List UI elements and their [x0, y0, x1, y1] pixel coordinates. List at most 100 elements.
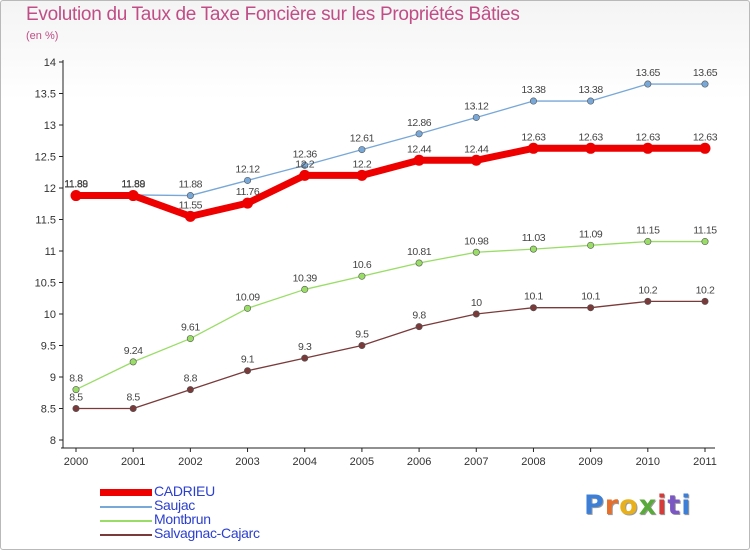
- point-salvagnac-cajarc: [358, 341, 366, 349]
- data-label: 10.1: [524, 291, 543, 303]
- data-label: 9.24: [124, 345, 143, 357]
- logo-letter: o: [619, 490, 639, 521]
- point-saujac: [529, 97, 537, 105]
- data-label: 8.5: [126, 392, 140, 404]
- y-tick-label: 12: [44, 183, 56, 195]
- data-label: 13.38: [521, 84, 546, 96]
- data-label: 11.03: [522, 232, 546, 244]
- x-tick-label: 2006: [407, 456, 431, 468]
- series-line-saujac: [76, 83, 705, 197]
- point-saujac: [244, 176, 252, 184]
- data-label: 10.98: [464, 235, 489, 247]
- point-cadrieu: [184, 210, 196, 222]
- y-tick-label: 8: [50, 435, 56, 447]
- data-label: 12.44: [407, 143, 432, 155]
- data-label: 8.5: [69, 392, 83, 404]
- point-cadrieu: [585, 142, 597, 154]
- logo-letter: t: [667, 490, 682, 521]
- legend-swatch: [100, 534, 152, 536]
- point-salvagnac-cajarc: [415, 323, 423, 331]
- y-tick-label: 13.5: [35, 89, 56, 101]
- point-montbrun: [186, 335, 194, 343]
- point-saujac: [186, 192, 194, 200]
- data-label: 12.63: [636, 131, 661, 143]
- x-tick-label: 2002: [178, 456, 202, 468]
- data-label: 12.86: [407, 117, 432, 129]
- point-montbrun: [301, 285, 309, 293]
- point-montbrun: [244, 304, 252, 312]
- unit-label: (en %): [26, 30, 59, 42]
- chart-title: Evolution du Taux de Taxe Foncière sur l…: [26, 4, 520, 25]
- data-label: 9.1: [241, 354, 255, 366]
- point-montbrun: [415, 259, 423, 267]
- data-label: 13.65: [636, 67, 661, 79]
- point-cadrieu: [127, 190, 139, 202]
- data-label: 10.39: [293, 272, 318, 284]
- data-label: 10: [471, 297, 482, 309]
- data-label: 12.63: [693, 131, 718, 143]
- point-saujac: [587, 97, 595, 105]
- point-saujac: [644, 80, 652, 88]
- legend-label: Saujac: [154, 497, 196, 513]
- point-cadrieu: [470, 154, 482, 166]
- logo-letter: r: [604, 490, 620, 521]
- logo-letter: i: [681, 490, 692, 521]
- point-cadrieu: [299, 169, 311, 181]
- logo-letter: i: [657, 490, 668, 521]
- point-salvagnac-cajarc: [529, 304, 537, 312]
- data-label: 11.55: [179, 199, 203, 211]
- data-label: 10.2: [696, 284, 715, 296]
- data-label: 11.88: [121, 179, 145, 191]
- x-tick-label: 2007: [464, 456, 488, 468]
- point-salvagnac-cajarc: [587, 304, 595, 312]
- y-tick-label: 12.5: [35, 152, 56, 164]
- point-saujac: [358, 146, 366, 154]
- data-label: 8.8: [184, 373, 198, 385]
- data-label: 13.38: [578, 84, 603, 96]
- data-label: 9.61: [181, 322, 200, 334]
- x-tick-label: 2005: [350, 456, 374, 468]
- data-label: 10.09: [235, 291, 260, 303]
- data-label: 13.65: [693, 67, 718, 79]
- point-salvagnac-cajarc: [244, 367, 252, 375]
- data-label: 11.76: [236, 186, 260, 198]
- data-label: 12.12: [235, 163, 260, 175]
- data-label: 11.09: [579, 228, 603, 240]
- point-saujac: [701, 80, 709, 88]
- data-label: 12.2: [352, 158, 371, 170]
- y-tick-label: 11.5: [35, 215, 56, 227]
- point-saujac: [472, 113, 480, 121]
- proxiti-logo: Proxiti: [584, 490, 692, 521]
- data-label: 9.5: [355, 329, 369, 341]
- legend-label: Montbrun: [154, 511, 211, 527]
- point-salvagnac-cajarc: [129, 404, 137, 412]
- point-montbrun: [358, 272, 366, 280]
- logo-letter: x: [638, 490, 658, 521]
- x-tick-label: 2000: [64, 456, 88, 468]
- y-tick-label: 11: [45, 246, 56, 258]
- point-cadrieu: [699, 142, 711, 154]
- data-label: 12.2: [295, 158, 314, 170]
- point-cadrieu: [413, 154, 425, 166]
- legend-swatch: [100, 489, 152, 496]
- x-tick-label: 2010: [636, 456, 660, 468]
- data-label: 11.88: [179, 179, 203, 191]
- x-tick-label: 2001: [121, 456, 145, 468]
- x-tick-label: 2004: [292, 456, 316, 468]
- point-montbrun: [472, 248, 480, 256]
- point-montbrun: [587, 241, 595, 249]
- legend-swatch: [100, 506, 152, 508]
- data-label: 11.88: [64, 179, 88, 191]
- y-tick-label: 9.5: [41, 341, 56, 353]
- point-salvagnac-cajarc: [72, 404, 80, 412]
- point-cadrieu: [527, 142, 539, 154]
- data-label: 10.81: [407, 246, 432, 258]
- data-label: 9.8: [412, 310, 426, 322]
- x-tick-label: 2008: [521, 456, 545, 468]
- series-line-salvagnac-cajarc: [76, 300, 705, 410]
- series-line-cadrieu: [76, 144, 705, 220]
- point-salvagnac-cajarc: [472, 310, 480, 318]
- x-tick-label: 2003: [235, 456, 259, 468]
